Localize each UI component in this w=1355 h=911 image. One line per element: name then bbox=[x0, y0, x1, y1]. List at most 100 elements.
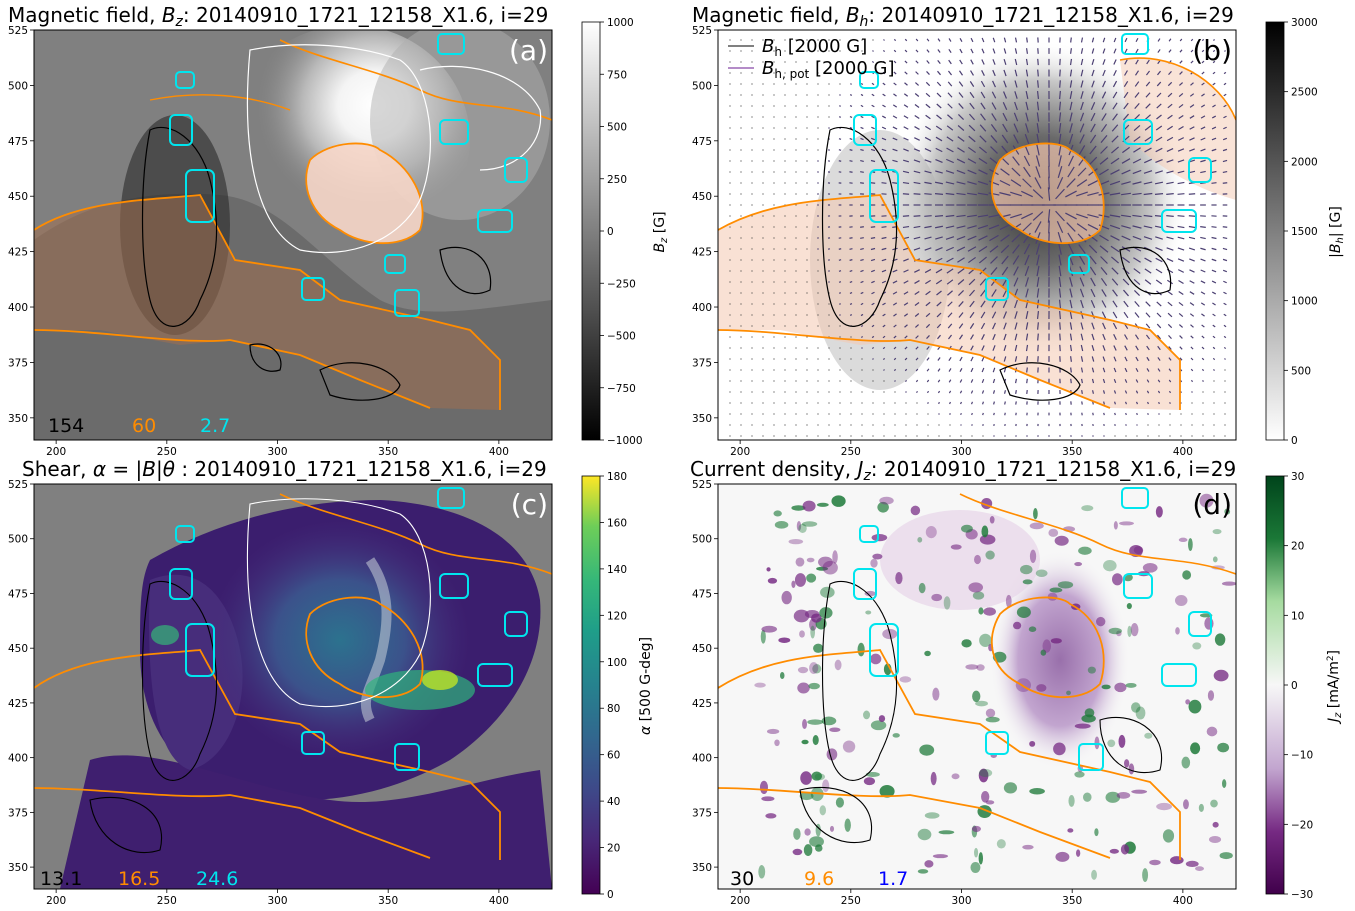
current-patch bbox=[1022, 845, 1033, 850]
vector-dot bbox=[729, 303, 730, 304]
vector-dot bbox=[806, 270, 807, 271]
vector-dot bbox=[828, 314, 829, 315]
vector-dot bbox=[1191, 402, 1192, 403]
colorbar-tick-label: −750 bbox=[607, 383, 636, 395]
current-patch bbox=[983, 607, 996, 615]
vector-dot bbox=[762, 160, 763, 161]
vector-dot bbox=[762, 358, 763, 359]
vector-dot bbox=[817, 149, 818, 150]
vector-dot bbox=[828, 435, 829, 436]
current-patch bbox=[917, 537, 922, 543]
current-patch bbox=[1175, 595, 1187, 606]
y-tick-label: 375 bbox=[692, 357, 712, 369]
panel-b: Magnetic field, Bh: 20140910_1721_12158_… bbox=[692, 3, 1346, 458]
vector-dot bbox=[828, 105, 829, 106]
current-patch bbox=[789, 539, 804, 544]
colorbar-tick-label: 140 bbox=[607, 564, 627, 576]
vector-dot bbox=[795, 391, 796, 392]
current-patch bbox=[808, 683, 819, 689]
vector-arrow bbox=[1005, 390, 1006, 394]
vector-dot bbox=[795, 116, 796, 117]
vector-dot bbox=[839, 435, 840, 436]
vector-dot bbox=[729, 347, 730, 348]
current-patch bbox=[1017, 607, 1031, 618]
current-patch bbox=[1188, 538, 1193, 551]
vector-dot bbox=[1202, 391, 1203, 392]
current-patch bbox=[802, 719, 807, 729]
vector-dot bbox=[839, 413, 840, 414]
vector-arrow bbox=[860, 249, 864, 250]
vector-arrow bbox=[871, 227, 875, 228]
vector-dot bbox=[982, 435, 983, 436]
vector-dot bbox=[894, 435, 895, 436]
vector-dot bbox=[729, 369, 730, 370]
vector-dot bbox=[784, 391, 785, 392]
vector-dot bbox=[773, 215, 774, 216]
current-patch bbox=[968, 582, 983, 592]
current-patch bbox=[970, 862, 980, 873]
panel-a-stat-3: 2.7 bbox=[200, 415, 230, 437]
vector-dot bbox=[740, 358, 741, 359]
vector-dot bbox=[751, 325, 752, 326]
vector-dot bbox=[795, 248, 796, 249]
vector-dot bbox=[806, 424, 807, 425]
vector-dot bbox=[795, 435, 796, 436]
vector-dot bbox=[740, 171, 741, 172]
vector-dot bbox=[784, 292, 785, 293]
vector-arrow bbox=[1093, 413, 1094, 415]
vector-dot bbox=[828, 424, 829, 425]
current-patch bbox=[1081, 505, 1093, 511]
current-patch bbox=[1074, 771, 1084, 777]
vector-dot bbox=[762, 215, 763, 216]
colorbar-tick-label: −20 bbox=[1291, 819, 1313, 831]
vector-dot bbox=[806, 105, 807, 106]
vector-arrow bbox=[950, 413, 951, 414]
vector-dot bbox=[795, 61, 796, 62]
vector-dot bbox=[883, 402, 884, 403]
vector-dot bbox=[740, 39, 741, 40]
vector-arrow bbox=[1211, 227, 1216, 228]
panel-a-stat-1: 154 bbox=[48, 415, 84, 437]
vector-arrow bbox=[850, 84, 851, 85]
vector-dot bbox=[784, 270, 785, 271]
vector-dot bbox=[751, 391, 752, 392]
y-tick-label: 425 bbox=[8, 247, 28, 259]
vector-dot bbox=[916, 435, 917, 436]
vector-dot bbox=[784, 105, 785, 106]
current-patch bbox=[797, 683, 809, 694]
vector-dot bbox=[762, 204, 763, 205]
current-patch bbox=[933, 854, 948, 858]
vector-dot bbox=[773, 105, 774, 106]
vector-arrow bbox=[1071, 48, 1072, 54]
current-patch bbox=[1095, 736, 1100, 749]
vector-dot bbox=[751, 182, 752, 183]
vector-dot bbox=[740, 182, 741, 183]
vector-arrow bbox=[1038, 322, 1039, 329]
vector-dot bbox=[817, 83, 818, 84]
vector-dot bbox=[905, 413, 906, 414]
current-patch bbox=[985, 551, 994, 560]
current-patch bbox=[1114, 683, 1126, 692]
vector-arrow bbox=[1148, 413, 1149, 414]
vector-dot bbox=[817, 127, 818, 128]
current-patch bbox=[864, 777, 875, 785]
vector-dot bbox=[795, 215, 796, 216]
current-patch bbox=[813, 644, 823, 653]
colorbar-tick-label: 750 bbox=[607, 69, 627, 81]
vector-dot bbox=[861, 424, 862, 425]
vector-arrow bbox=[839, 304, 840, 305]
vector-dot bbox=[806, 303, 807, 304]
vector-dot bbox=[883, 424, 884, 425]
vector-arrow bbox=[1155, 194, 1163, 195]
vector-arrow bbox=[850, 293, 852, 294]
vector-arrow bbox=[1038, 80, 1039, 87]
vector-arrow bbox=[850, 260, 853, 261]
vector-arrow bbox=[1159, 402, 1160, 404]
colorbar-tick-label: 250 bbox=[607, 174, 627, 186]
vector-dot bbox=[872, 402, 873, 403]
vector-arrow bbox=[1038, 345, 1039, 351]
vector-dot bbox=[1213, 413, 1214, 414]
colorbar-tick-label: −500 bbox=[607, 331, 636, 343]
vector-dot bbox=[795, 127, 796, 128]
